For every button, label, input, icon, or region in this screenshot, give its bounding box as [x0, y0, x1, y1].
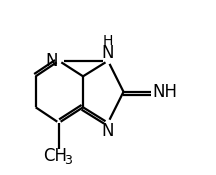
- Text: N: N: [45, 52, 57, 70]
- Text: 3: 3: [64, 154, 72, 167]
- Text: N: N: [102, 44, 114, 62]
- Text: H: H: [103, 34, 113, 48]
- Text: N: N: [102, 122, 114, 139]
- Text: CH: CH: [43, 147, 67, 165]
- Text: NH: NH: [153, 83, 178, 101]
